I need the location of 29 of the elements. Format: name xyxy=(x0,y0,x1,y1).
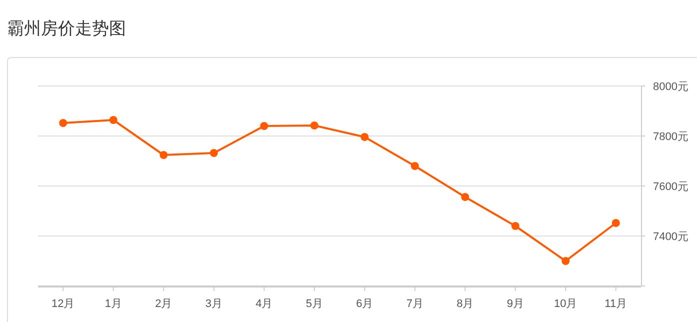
point xyxy=(511,222,520,230)
x-tick-label: 7月 xyxy=(406,298,424,310)
point xyxy=(461,193,470,201)
y-tick-label: 8000元 xyxy=(653,81,688,93)
x-tick-label: 12月 xyxy=(52,298,75,310)
chart-title: 霸州房价走势图 xyxy=(7,19,126,38)
point xyxy=(109,116,118,124)
x-tick-label: 2月 xyxy=(155,298,172,310)
x-tick-label: 9月 xyxy=(506,298,524,310)
x-tick-label: 11月 xyxy=(604,298,628,310)
x-tick-label: 6月 xyxy=(356,298,374,310)
point xyxy=(310,122,318,130)
point xyxy=(562,257,570,265)
x-tick-label: 4月 xyxy=(256,298,273,310)
x-tick-label: 10月 xyxy=(554,298,578,310)
point xyxy=(210,149,218,157)
point xyxy=(160,151,168,159)
y-tick-label: 7800元 xyxy=(653,131,688,143)
point xyxy=(410,162,419,170)
y-tick-label: 7400元 xyxy=(653,231,688,243)
point xyxy=(612,219,620,227)
x-tick-label: 8月 xyxy=(456,298,474,310)
x-tick-label: 1月 xyxy=(104,298,122,310)
x-tick-label: 3月 xyxy=(205,298,222,310)
y-tick-label: 7600元 xyxy=(653,181,688,193)
x-tick-label: 5月 xyxy=(306,298,323,310)
point xyxy=(260,122,268,130)
point xyxy=(360,133,369,141)
point xyxy=(59,119,68,127)
